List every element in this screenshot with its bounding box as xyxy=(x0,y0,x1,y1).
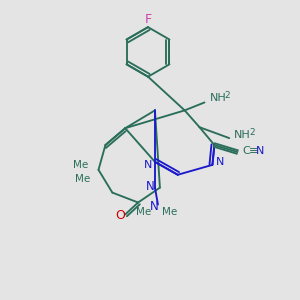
Text: Me: Me xyxy=(162,207,177,218)
Text: 2: 2 xyxy=(249,128,255,137)
Text: NH: NH xyxy=(234,130,251,140)
Text: N: N xyxy=(144,160,152,170)
Text: C: C xyxy=(242,146,250,156)
Text: Me: Me xyxy=(75,174,90,184)
Text: N: N xyxy=(215,157,224,167)
Text: N: N xyxy=(146,180,154,193)
Text: Me: Me xyxy=(136,207,152,218)
Text: NH: NH xyxy=(209,94,226,103)
Text: ≡: ≡ xyxy=(249,146,258,156)
Text: 2: 2 xyxy=(224,92,230,100)
Text: F: F xyxy=(145,13,152,26)
Text: O: O xyxy=(115,209,125,222)
Text: Me: Me xyxy=(73,160,88,170)
Text: N: N xyxy=(256,146,264,156)
Text: N: N xyxy=(150,200,158,213)
